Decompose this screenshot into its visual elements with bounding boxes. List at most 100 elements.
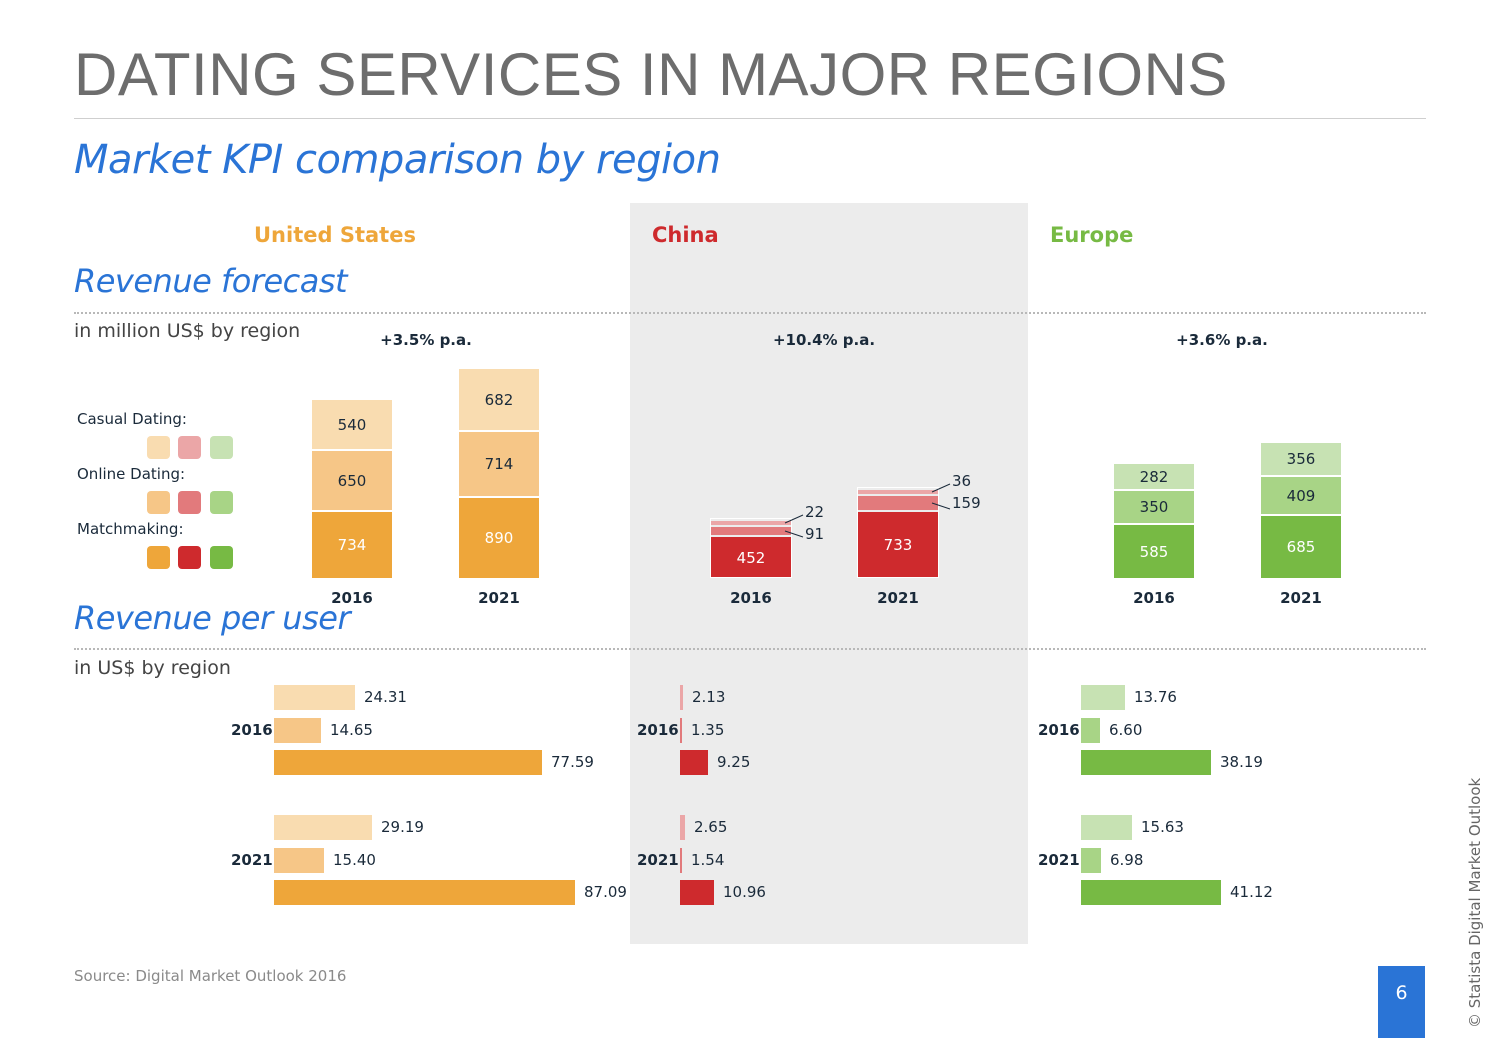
page-number: 6 — [1378, 966, 1425, 1038]
hbar-europe-2021-matchmaking — [1081, 880, 1221, 905]
growth-label-china: +10.4% p.a. — [772, 331, 876, 349]
section-title-revenue-forecast: Revenue forecast — [74, 262, 348, 300]
hbar-value-label: 6.98 — [1110, 851, 1144, 869]
bar-value-label: 585 — [1139, 542, 1169, 561]
year-label-2021: 2021 — [637, 850, 679, 869]
hbar-us-2016-casual-dating — [274, 685, 355, 710]
hbar-value-label: 2.65 — [694, 818, 728, 836]
legend-swatch-online-europe — [210, 491, 233, 514]
bar-value-label: 350 — [1139, 498, 1169, 516]
hbar-value-label: 15.63 — [1141, 818, 1184, 836]
hbar-europe-2016-casual-dating — [1081, 685, 1125, 710]
year-label-2016: 2016 — [231, 720, 273, 739]
year-label-2016: 2016 — [1133, 589, 1175, 607]
bar-segment-china-2016-matchmaking: 452 — [711, 537, 791, 578]
title-divider — [74, 118, 1426, 119]
bar-segment-europe-2016-casual-dating: 282 — [1114, 464, 1194, 489]
source-note: Source: Digital Market Outlook 2016 — [74, 967, 347, 985]
bar-segment-us-2021-online-dating: 714 — [459, 432, 539, 496]
year-label-2021: 2021 — [478, 589, 520, 607]
hbar-value-label: 77.59 — [551, 753, 594, 771]
china-background-panel — [630, 203, 1028, 944]
hbar-us-2021-matchmaking — [274, 880, 575, 905]
hbar-value-label: 15.40 — [333, 851, 376, 869]
page-title: DATING SERVICES IN MAJOR REGIONS — [74, 41, 1228, 108]
year-label-2021: 2021 — [231, 850, 273, 869]
region-title-us: United States — [254, 223, 416, 247]
year-label-2016: 2016 — [331, 589, 373, 607]
section-divider — [74, 312, 1426, 314]
hbar-us-2016-online-dating — [274, 718, 321, 743]
hbar-china-2016-online-dating — [680, 718, 682, 743]
hbar-value-label: 13.76 — [1134, 688, 1177, 706]
legend-swatch-online-china — [178, 491, 201, 514]
bar-value-label: 733 — [883, 536, 913, 554]
bar-segment-china-2021-matchmaking: 733 — [858, 512, 938, 578]
hbar-value-label: 10.96 — [723, 883, 766, 901]
unit-label-revenue: in million US$ by region — [74, 320, 301, 342]
page-subtitle: Market KPI comparison by region — [74, 137, 721, 183]
hbar-us-2016-matchmaking — [274, 750, 542, 775]
bar-value-label: 159 — [952, 494, 981, 512]
year-label-2016: 2016 — [1038, 720, 1080, 739]
bar-value-label: 714 — [484, 455, 514, 473]
bar-segment-europe-2016-online-dating: 350 — [1114, 491, 1194, 523]
bar-value-label: 734 — [337, 536, 367, 554]
hbar-value-label: 6.60 — [1109, 721, 1143, 739]
year-label-2016: 2016 — [637, 720, 679, 739]
bar-value-label: 91 — [805, 525, 825, 543]
hbar-europe-2021-online-dating — [1081, 848, 1101, 873]
hbar-china-2021-matchmaking — [680, 880, 714, 905]
hbar-china-2016-casual-dating — [680, 685, 683, 710]
legend-swatch-online-us — [147, 491, 170, 514]
bar-segment-europe-2016-matchmaking: 585 — [1114, 525, 1194, 578]
hbar-value-label: 2.13 — [692, 688, 726, 706]
bar-value-label: 356 — [1286, 450, 1316, 468]
bar-segment-us-2021-matchmaking: 890 — [459, 498, 539, 578]
bar-segment-europe-2021-matchmaking: 685 — [1261, 516, 1341, 578]
bar-segment-us-2016-online-dating: 650 — [312, 451, 392, 510]
bar-segment-europe-2021-online-dating: 409 — [1261, 477, 1341, 514]
year-label-2016: 2016 — [730, 589, 772, 607]
bar-value-label: 22 — [805, 503, 825, 521]
bar-value-label: 282 — [1139, 467, 1169, 486]
section-title-revenue-per-user: Revenue per user — [74, 599, 351, 637]
hbar-china-2016-matchmaking — [680, 750, 708, 775]
bar-segment-europe-2021-casual-dating: 356 — [1261, 443, 1341, 475]
bar-segment-china-2021-online-dating — [858, 496, 938, 510]
legend-swatch-casual-europe — [210, 436, 233, 459]
legend-swatch-matchmaking-china — [178, 546, 201, 569]
hbar-value-label: 29.19 — [381, 818, 424, 836]
year-label-2021: 2021 — [1038, 850, 1080, 869]
bar-value-label: 452 — [736, 548, 766, 567]
legend-label-matchmaking: Matchmaking: — [77, 520, 184, 538]
legend-label-online: Online Dating: — [77, 465, 186, 483]
bar-value-label: 36 — [952, 472, 972, 490]
unit-label-per-user: in US$ by region — [74, 657, 231, 679]
hbar-value-label: 9.25 — [717, 753, 751, 771]
hbar-value-label: 38.19 — [1220, 753, 1263, 771]
bar-value-label: 685 — [1286, 538, 1316, 556]
growth-label-us: +3.5% p.a. — [380, 331, 472, 349]
copyright-note: © Statista Digital Market Outlook — [1466, 777, 1484, 1028]
bar-value-label: 409 — [1286, 486, 1316, 505]
hbar-value-label: 1.54 — [691, 851, 725, 869]
legend-label-casual: Casual Dating: — [77, 410, 187, 428]
hbar-value-label: 1.35 — [691, 721, 725, 739]
bar-segment-china-2016-online-dating — [711, 527, 791, 535]
bar-segment-china-2016-casual-dating — [711, 521, 791, 525]
hbar-china-2021-casual-dating — [680, 815, 685, 840]
legend-swatch-matchmaking-us — [147, 546, 170, 569]
bar-value-label: 890 — [484, 529, 514, 547]
hbar-europe-2016-matchmaking — [1081, 750, 1211, 775]
year-label-2021: 2021 — [877, 589, 919, 607]
hbar-value-label: 24.31 — [364, 688, 407, 706]
hbar-us-2021-casual-dating — [274, 815, 372, 840]
region-title-europe: Europe — [1050, 223, 1134, 247]
growth-label-europe: +3.6% p.a. — [1176, 331, 1268, 349]
legend-swatch-casual-us — [147, 436, 170, 459]
bar-value-label: 650 — [337, 471, 367, 490]
bar-segment-us-2016-casual-dating: 540 — [312, 400, 392, 449]
legend-swatch-matchmaking-europe — [210, 546, 233, 569]
hbar-china-2021-online-dating — [680, 848, 682, 873]
